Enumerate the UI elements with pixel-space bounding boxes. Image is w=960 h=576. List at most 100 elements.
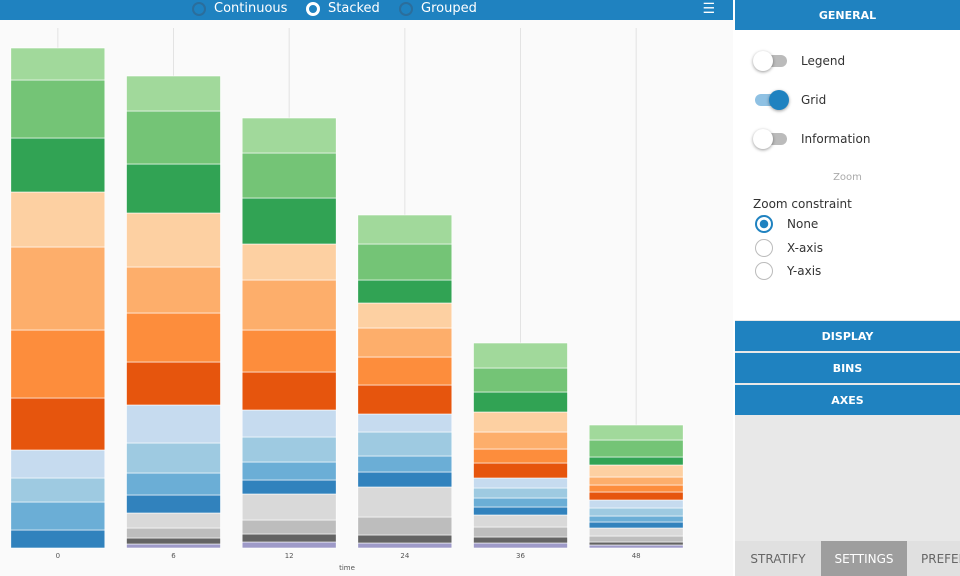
bar-segment bbox=[126, 266, 221, 314]
bar-segment bbox=[241, 541, 337, 549]
bar-segment bbox=[473, 367, 568, 393]
bar-segment bbox=[126, 212, 221, 268]
toggle-label: Legend bbox=[801, 54, 846, 68]
bar-segment bbox=[241, 279, 337, 331]
bar-segment bbox=[473, 487, 568, 499]
zoom-option[interactable]: None bbox=[755, 215, 818, 233]
bar-segment bbox=[473, 448, 568, 464]
mode-label: Grouped bbox=[421, 1, 477, 16]
mode-option[interactable]: Grouped bbox=[399, 1, 477, 16]
bar-segment bbox=[357, 471, 453, 488]
bar-segment bbox=[10, 449, 106, 479]
section-header[interactable]: DISPLAY bbox=[735, 321, 960, 351]
bar-segment bbox=[10, 477, 106, 503]
toolbar: Continuous Stacked Grouped ☰ bbox=[0, 0, 733, 20]
bar-segment bbox=[10, 79, 106, 139]
zoom-option[interactable]: Y-axis bbox=[755, 262, 821, 280]
zoom-option[interactable]: X-axis bbox=[755, 239, 823, 257]
bar-segment bbox=[126, 75, 221, 112]
bar-segment bbox=[126, 163, 221, 214]
tab[interactable]: PREFERENCES bbox=[907, 541, 960, 576]
section-header[interactable]: AXES bbox=[735, 385, 960, 415]
bar-segment bbox=[357, 431, 453, 457]
mode-option[interactable]: Continuous bbox=[192, 1, 287, 16]
bar-segment bbox=[473, 477, 568, 489]
bar-segment bbox=[357, 243, 453, 281]
toggle[interactable]: Information bbox=[753, 129, 871, 149]
bar-segment bbox=[10, 529, 106, 549]
bar-segment bbox=[10, 191, 106, 248]
bar-segment bbox=[473, 506, 568, 516]
bar-segment bbox=[241, 436, 337, 463]
tab[interactable]: SETTINGS bbox=[821, 541, 907, 576]
bar-segment bbox=[473, 431, 568, 450]
bar-segment bbox=[473, 514, 568, 528]
bar-segment bbox=[588, 499, 684, 509]
tab[interactable]: STRATIFY bbox=[735, 541, 821, 576]
bar-segment bbox=[357, 279, 453, 304]
bar-segment bbox=[10, 47, 106, 81]
bar-segment bbox=[588, 515, 684, 523]
toggle-label: Information bbox=[801, 132, 871, 146]
bar-segment bbox=[126, 537, 221, 545]
bar-segment bbox=[473, 342, 568, 369]
zoom-option-label: None bbox=[787, 217, 819, 231]
settings-panel: GENERAL Legend Grid Information Zoom Zoo… bbox=[735, 0, 960, 576]
bar-segment bbox=[473, 462, 568, 479]
bar-segment bbox=[241, 409, 337, 438]
bar-segment bbox=[588, 544, 684, 549]
bar-segment bbox=[241, 152, 337, 199]
toggle[interactable]: Grid bbox=[755, 90, 827, 110]
bar-segment bbox=[588, 456, 684, 466]
bar-segment bbox=[126, 442, 221, 474]
bar-segment bbox=[473, 536, 568, 544]
bar-segment bbox=[241, 197, 337, 245]
zoom-option-label: Y-axis bbox=[787, 264, 822, 278]
bar-segment bbox=[588, 535, 684, 543]
mode-option[interactable]: Stacked bbox=[306, 1, 380, 16]
bar-segment bbox=[357, 384, 453, 415]
bar-segment bbox=[588, 476, 684, 486]
menu-button[interactable]: ☰ bbox=[702, 1, 715, 17]
bar-segment bbox=[588, 439, 684, 458]
bar-segment bbox=[10, 137, 106, 193]
bar-segment bbox=[126, 512, 221, 529]
bar-segment bbox=[588, 464, 684, 478]
bar-segment bbox=[126, 527, 221, 539]
bar-segment bbox=[241, 329, 337, 373]
zoom-label: Zoom constraint bbox=[753, 197, 852, 211]
bar-segment bbox=[357, 486, 453, 518]
bar-segment bbox=[126, 312, 221, 363]
bar-segment bbox=[357, 356, 453, 386]
bar-segment bbox=[473, 411, 568, 433]
bar-segment bbox=[357, 327, 453, 358]
bar-segment bbox=[241, 493, 337, 521]
bar-segment bbox=[241, 533, 337, 543]
bar-segment bbox=[241, 371, 337, 411]
section-header[interactable]: BINS bbox=[735, 353, 960, 383]
bar-segment bbox=[357, 302, 453, 329]
chart: 0 6 12 24 36 48 time bbox=[0, 20, 733, 576]
bar-segment bbox=[126, 543, 221, 549]
bar-segment bbox=[241, 117, 337, 154]
bar-segment bbox=[588, 527, 684, 537]
toggle[interactable]: Legend bbox=[753, 51, 846, 71]
general-section bbox=[735, 0, 960, 320]
bar-segment bbox=[10, 246, 106, 331]
x-tick-label: 36 bbox=[516, 552, 525, 560]
section-header[interactable]: GENERAL bbox=[735, 0, 960, 30]
x-axis-label: time bbox=[339, 564, 355, 572]
bar-segment bbox=[588, 491, 684, 501]
toggle-label: Grid bbox=[801, 93, 827, 107]
bar-segment bbox=[126, 472, 221, 496]
x-tick-label: 6 bbox=[171, 552, 176, 560]
bar-segment bbox=[588, 521, 684, 529]
bar-segment bbox=[357, 542, 453, 549]
bar-segment bbox=[357, 516, 453, 536]
bar-segment bbox=[588, 507, 684, 517]
bar-segment bbox=[10, 397, 106, 451]
mode-label: Continuous bbox=[214, 1, 288, 16]
bar-segment bbox=[473, 542, 568, 549]
bar-segment bbox=[473, 497, 568, 508]
